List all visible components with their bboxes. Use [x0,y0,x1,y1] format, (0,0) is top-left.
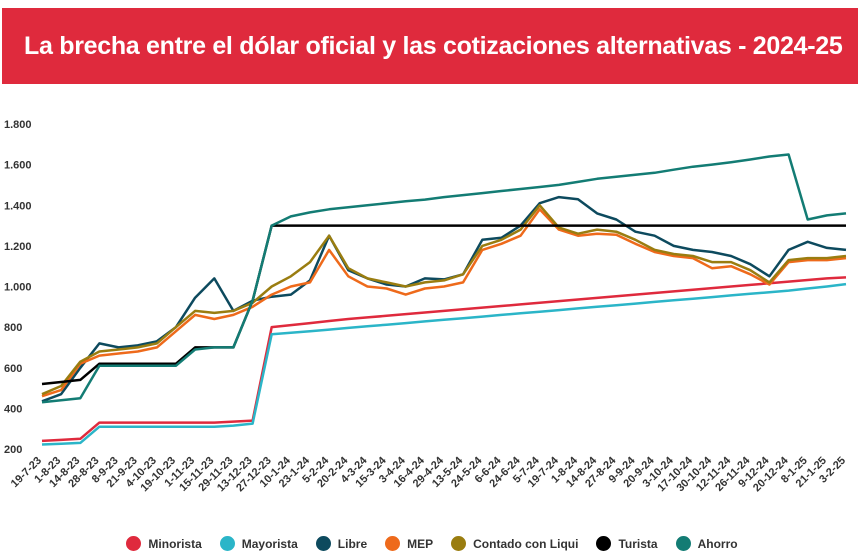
legend-item[interactable]: Mayorista [219,536,298,551]
legend-item[interactable]: Minorista [126,536,202,551]
title-banner: La brecha entre el dólar oficial y las c… [2,8,858,84]
chart-title: La brecha entre el dólar oficial y las c… [24,32,843,60]
legend-label: Contado con Liqui [473,536,579,551]
legend-label: Turista [618,536,658,551]
legend-item[interactable]: Turista [596,536,658,551]
y-tick-label: 200 [4,444,22,456]
legend-marker [596,536,612,551]
legend-label: Mayorista [241,536,298,551]
legend-label: Minorista [148,536,202,551]
y-tick-label: 1.600 [4,160,32,172]
legend-item[interactable]: Ahorro [675,536,738,551]
chart-legend: Minorista Mayorista Libre MEP Contado con Li… [0,536,864,551]
legend-item[interactable]: Libre [315,536,368,551]
series-line-turista [41,224,846,386]
y-tick-label: 400 [4,403,22,415]
y-tick-label: 1.800 [4,119,32,131]
line-chart: 2004006008001.0001.2001.4001.6001.80019-… [4,119,848,494]
series-line-mep [41,208,847,398]
legend-marker [675,536,691,551]
y-tick-label: 600 [4,363,22,375]
legend-label: MEP [407,536,434,551]
legend-marker [315,536,331,551]
series-line-mayorista [41,282,847,446]
y-tick-label: 1.000 [4,282,32,294]
legend-item[interactable]: Contado con Liqui [451,536,578,551]
legend-marker [219,536,235,551]
legend-marker [385,536,401,551]
legend-label: Libre [337,536,368,551]
y-tick-label: 800 [4,322,22,334]
legend-marker [451,536,467,551]
y-tick-label: 1.200 [4,241,32,253]
series-line-minorista [41,276,847,443]
legend-label: Ahorro [697,536,738,551]
series-line-ahorro [41,153,847,404]
series-line-libre [41,195,847,403]
series-line-contado-con-liqui [41,204,847,396]
y-tick-label: 1.400 [4,200,32,212]
legend-marker [126,536,142,551]
legend-item[interactable]: MEP [385,536,433,551]
